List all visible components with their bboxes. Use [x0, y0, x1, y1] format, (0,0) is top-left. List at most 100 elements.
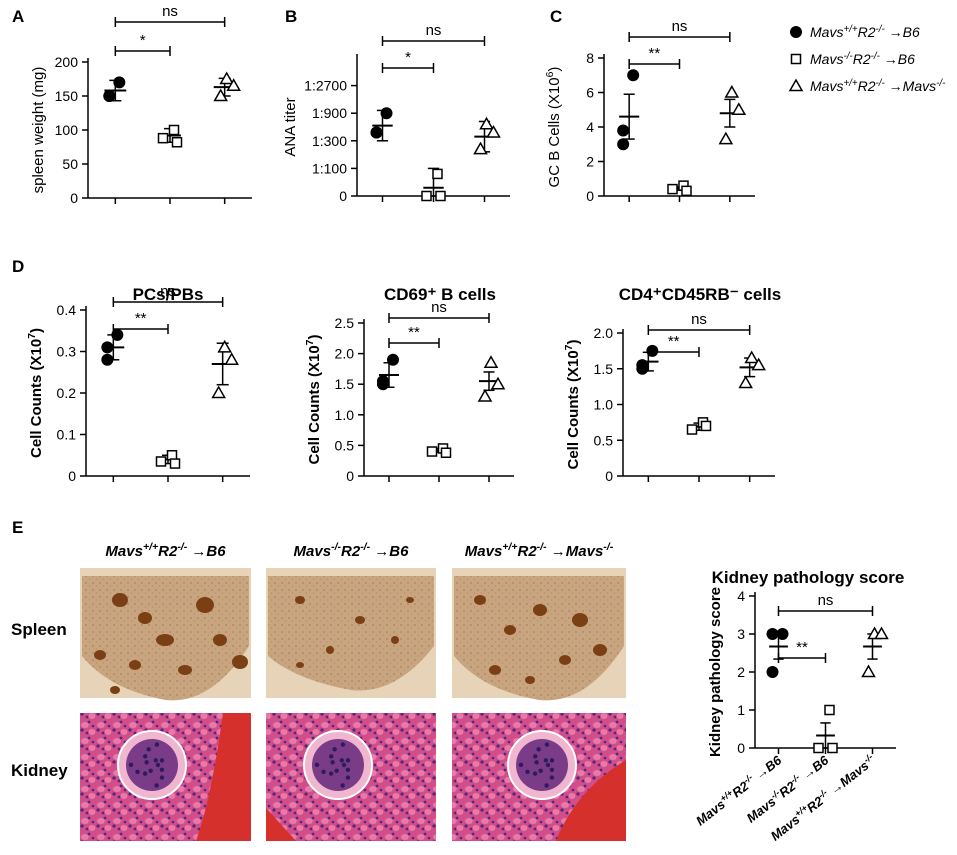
data-point — [211, 385, 226, 399]
sig-label: ** — [796, 639, 808, 656]
glomerulus — [312, 739, 364, 791]
glomerulus-nucleus — [341, 762, 347, 768]
spleen-follicle — [533, 604, 547, 616]
glomerulus-nucleus — [329, 754, 334, 759]
spleen-follicle — [391, 636, 399, 644]
row-label-kidney: Kidney — [11, 761, 68, 780]
sig-label: ** — [408, 324, 420, 341]
y-tick-label-D1: 0.2 — [57, 385, 77, 401]
legend-label-1-sup: -/- — [871, 51, 881, 62]
legend-marker — [790, 26, 802, 38]
group-header-0-part: Mavs — [105, 543, 143, 560]
spleen-follicle — [572, 613, 588, 627]
data-point — [217, 339, 232, 353]
legend-marker — [790, 53, 802, 65]
legend-label-2-part: R2 — [858, 78, 876, 94]
legend-label-2: Mavs+/+R2-/- →Mavs-/- — [810, 78, 946, 95]
spleen-follicle — [232, 655, 248, 669]
panel-letter-D1: D — [12, 257, 24, 276]
y-label-part: Cell Counts (X10 — [28, 339, 45, 458]
glomerulus-nucleus — [544, 783, 549, 788]
y-tick-label-D1: 0.4 — [57, 302, 77, 318]
y-tick-label-A: 50 — [62, 156, 78, 172]
data-point — [435, 190, 446, 202]
y-tick-label-B: 1:100 — [312, 160, 347, 176]
legend-label-2-sup: -/- — [876, 78, 886, 89]
y-tick-label-B: 1:300 — [312, 133, 347, 149]
glomerulus-nucleus — [538, 768, 543, 774]
sig-label: ns — [162, 3, 178, 20]
data-point — [219, 71, 234, 85]
legend-label-1: Mavs-/-R2-/- →B6 — [810, 51, 915, 68]
data-point — [477, 388, 493, 402]
glomerulus-nucleus — [549, 758, 555, 763]
glomerulus-nucleus — [142, 771, 148, 776]
legend-label-0-sup: +/+ — [843, 24, 857, 35]
y-tick-label-E: 2 — [737, 664, 745, 680]
x-tick-label-E: Mavs+/+R2-/- →B6 — [692, 751, 785, 828]
data-point — [681, 185, 692, 197]
data-point — [426, 446, 438, 457]
legend-label-2-part: Mavs — [810, 78, 843, 94]
y-tick-label-D1: 0.1 — [57, 427, 77, 443]
glomerulus-nucleus — [340, 742, 346, 747]
glomerulus-nucleus — [155, 762, 161, 768]
data-point — [103, 90, 116, 102]
glomerulus-nucleus — [533, 754, 538, 759]
spleen-follicle — [593, 644, 607, 656]
y-axis-label-A: spleen weight (mg) — [30, 67, 47, 194]
data-point — [490, 376, 506, 390]
panel-letter-e: E — [12, 518, 23, 537]
glomerulus-nucleus — [154, 783, 159, 788]
glomerulus-nucleus — [153, 758, 159, 763]
y-tick-label-D2: 1.0 — [335, 407, 355, 423]
data-point — [111, 328, 124, 341]
sig-label: ** — [648, 45, 660, 62]
chart-title-E: Kidney pathology score — [712, 568, 905, 587]
data-point — [113, 76, 126, 89]
kidney-rbc-region — [266, 808, 296, 841]
glomerulus-nucleus — [143, 754, 148, 759]
legend-label-2-sup: +/+ — [843, 78, 857, 89]
glomerulus-nucleus — [144, 760, 149, 765]
data-point — [617, 138, 630, 151]
y-tick-label-D3: 1.0 — [594, 397, 614, 413]
kidney-rbc-region — [196, 713, 251, 841]
group-header-1-part: →B6 — [370, 543, 409, 560]
y-label-sup: 7 — [563, 344, 575, 350]
legend-label-1-part: Mavs — [810, 51, 843, 67]
data-point — [155, 456, 167, 467]
y-tick-label-C: 2 — [586, 154, 594, 170]
data-point — [168, 124, 180, 136]
y-label-part: ) — [546, 67, 563, 72]
data-point — [718, 131, 734, 145]
legend-label-0-part: R2 — [858, 24, 876, 40]
y-axis-label-D1: Cell Counts (X107) — [26, 328, 45, 458]
sig-label: ** — [135, 310, 147, 327]
glomerulus-nucleus — [549, 767, 555, 772]
data-point — [421, 190, 432, 202]
y-tick-label-A: 100 — [55, 122, 79, 138]
data-point — [440, 447, 452, 458]
glomerulus-nucleus — [159, 767, 165, 772]
data-point — [627, 69, 640, 82]
panel-letter-B: B — [285, 7, 297, 26]
kidney-rbc-region — [556, 760, 626, 841]
y-tick-label-D2: 2.0 — [335, 346, 355, 362]
data-point — [861, 664, 876, 678]
group-header-2-part: R2 — [517, 543, 537, 560]
y-tick-label-D2: 2.5 — [335, 315, 355, 331]
legend-label-2-part: →Mavs — [885, 78, 936, 94]
y-tick-label-C: 0 — [586, 188, 594, 204]
x-tick-label-E-part: →B6 — [796, 752, 832, 785]
data-point — [213, 88, 228, 102]
glomerulus-nucleus — [128, 762, 134, 768]
chart-D1: D PCs/PBs 0 0.1 0.2 0.3 0.4 Cell Counts (X107) *… — [12, 257, 250, 484]
y-tick-label-D2: 1.5 — [335, 376, 355, 392]
glomerulus-nucleus — [135, 769, 140, 775]
y-tick-label-E: 0 — [737, 740, 745, 756]
data-point — [387, 353, 399, 366]
glomerulus-nucleus — [148, 768, 153, 774]
